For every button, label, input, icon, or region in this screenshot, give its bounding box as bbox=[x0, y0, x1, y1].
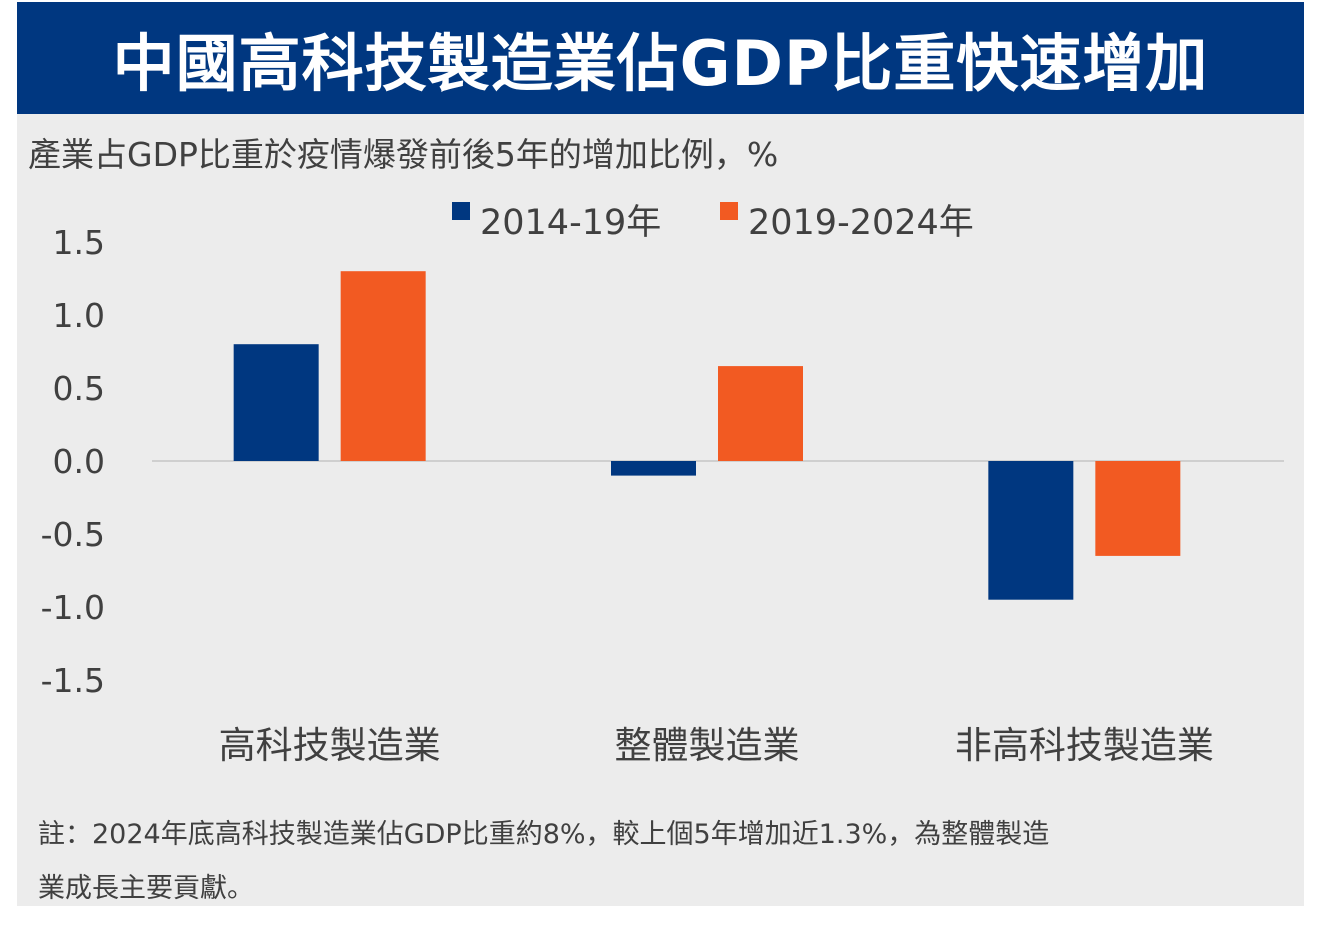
y-tick-label: -0.5 bbox=[41, 515, 105, 554]
chart-subtitle: 產業占GDP比重於疫情爆發前後5年的增加比例，% bbox=[28, 135, 779, 174]
title-bar: 中國高科技製造業佔GDP比重快速增加 bbox=[17, 2, 1304, 114]
chart-panel bbox=[17, 2, 1304, 906]
legend-label-2: 2019-2024年 bbox=[748, 203, 974, 243]
y-tick-label: 0.0 bbox=[53, 442, 105, 481]
chart-note: 註：2024年底高科技製造業佔GDP比重約8%，較上個5年增加近1.3%，為整體… bbox=[38, 808, 1300, 916]
bar-chart: 2014-19年 2019-2024年 1.5 1.0 0.5 0.0 -0.5 -1.0 -… bbox=[41, 202, 1284, 767]
y-tick-label: -1.5 bbox=[41, 661, 105, 700]
note-line-2: 業成長主要貢獻。 bbox=[38, 873, 254, 904]
bar-2-3 bbox=[1095, 461, 1181, 556]
bars bbox=[233, 271, 1181, 600]
y-tick-label: 1.5 bbox=[53, 223, 105, 262]
legend-swatch-1 bbox=[452, 202, 470, 220]
bar-2-2 bbox=[718, 366, 803, 461]
bar-2-1 bbox=[340, 271, 426, 461]
x-axis: 高科技製造業 整體製造業 非高科技製造業 bbox=[219, 724, 1214, 767]
bar-1-2 bbox=[611, 461, 696, 476]
bar-1-3 bbox=[988, 461, 1074, 600]
bar-1-1 bbox=[233, 344, 319, 461]
legend-label-1: 2014-19年 bbox=[480, 203, 661, 243]
legend: 2014-19年 2019-2024年 bbox=[452, 202, 974, 243]
x-category-label: 整體製造業 bbox=[615, 724, 800, 767]
legend-swatch-2 bbox=[720, 202, 738, 220]
note-line-1: 註：2024年底高科技製造業佔GDP比重約8%，較上個5年增加近1.3%，為整體… bbox=[38, 819, 1050, 850]
y-tick-label: 0.5 bbox=[53, 369, 105, 408]
y-tick-label: 1.0 bbox=[53, 296, 105, 335]
chart-title: 中國高科技製造業佔GDP比重快速增加 bbox=[112, 27, 1209, 100]
x-category-label: 高科技製造業 bbox=[219, 724, 441, 767]
y-tick-label: -1.0 bbox=[41, 588, 105, 627]
x-category-label: 非高科技製造業 bbox=[955, 724, 1214, 767]
